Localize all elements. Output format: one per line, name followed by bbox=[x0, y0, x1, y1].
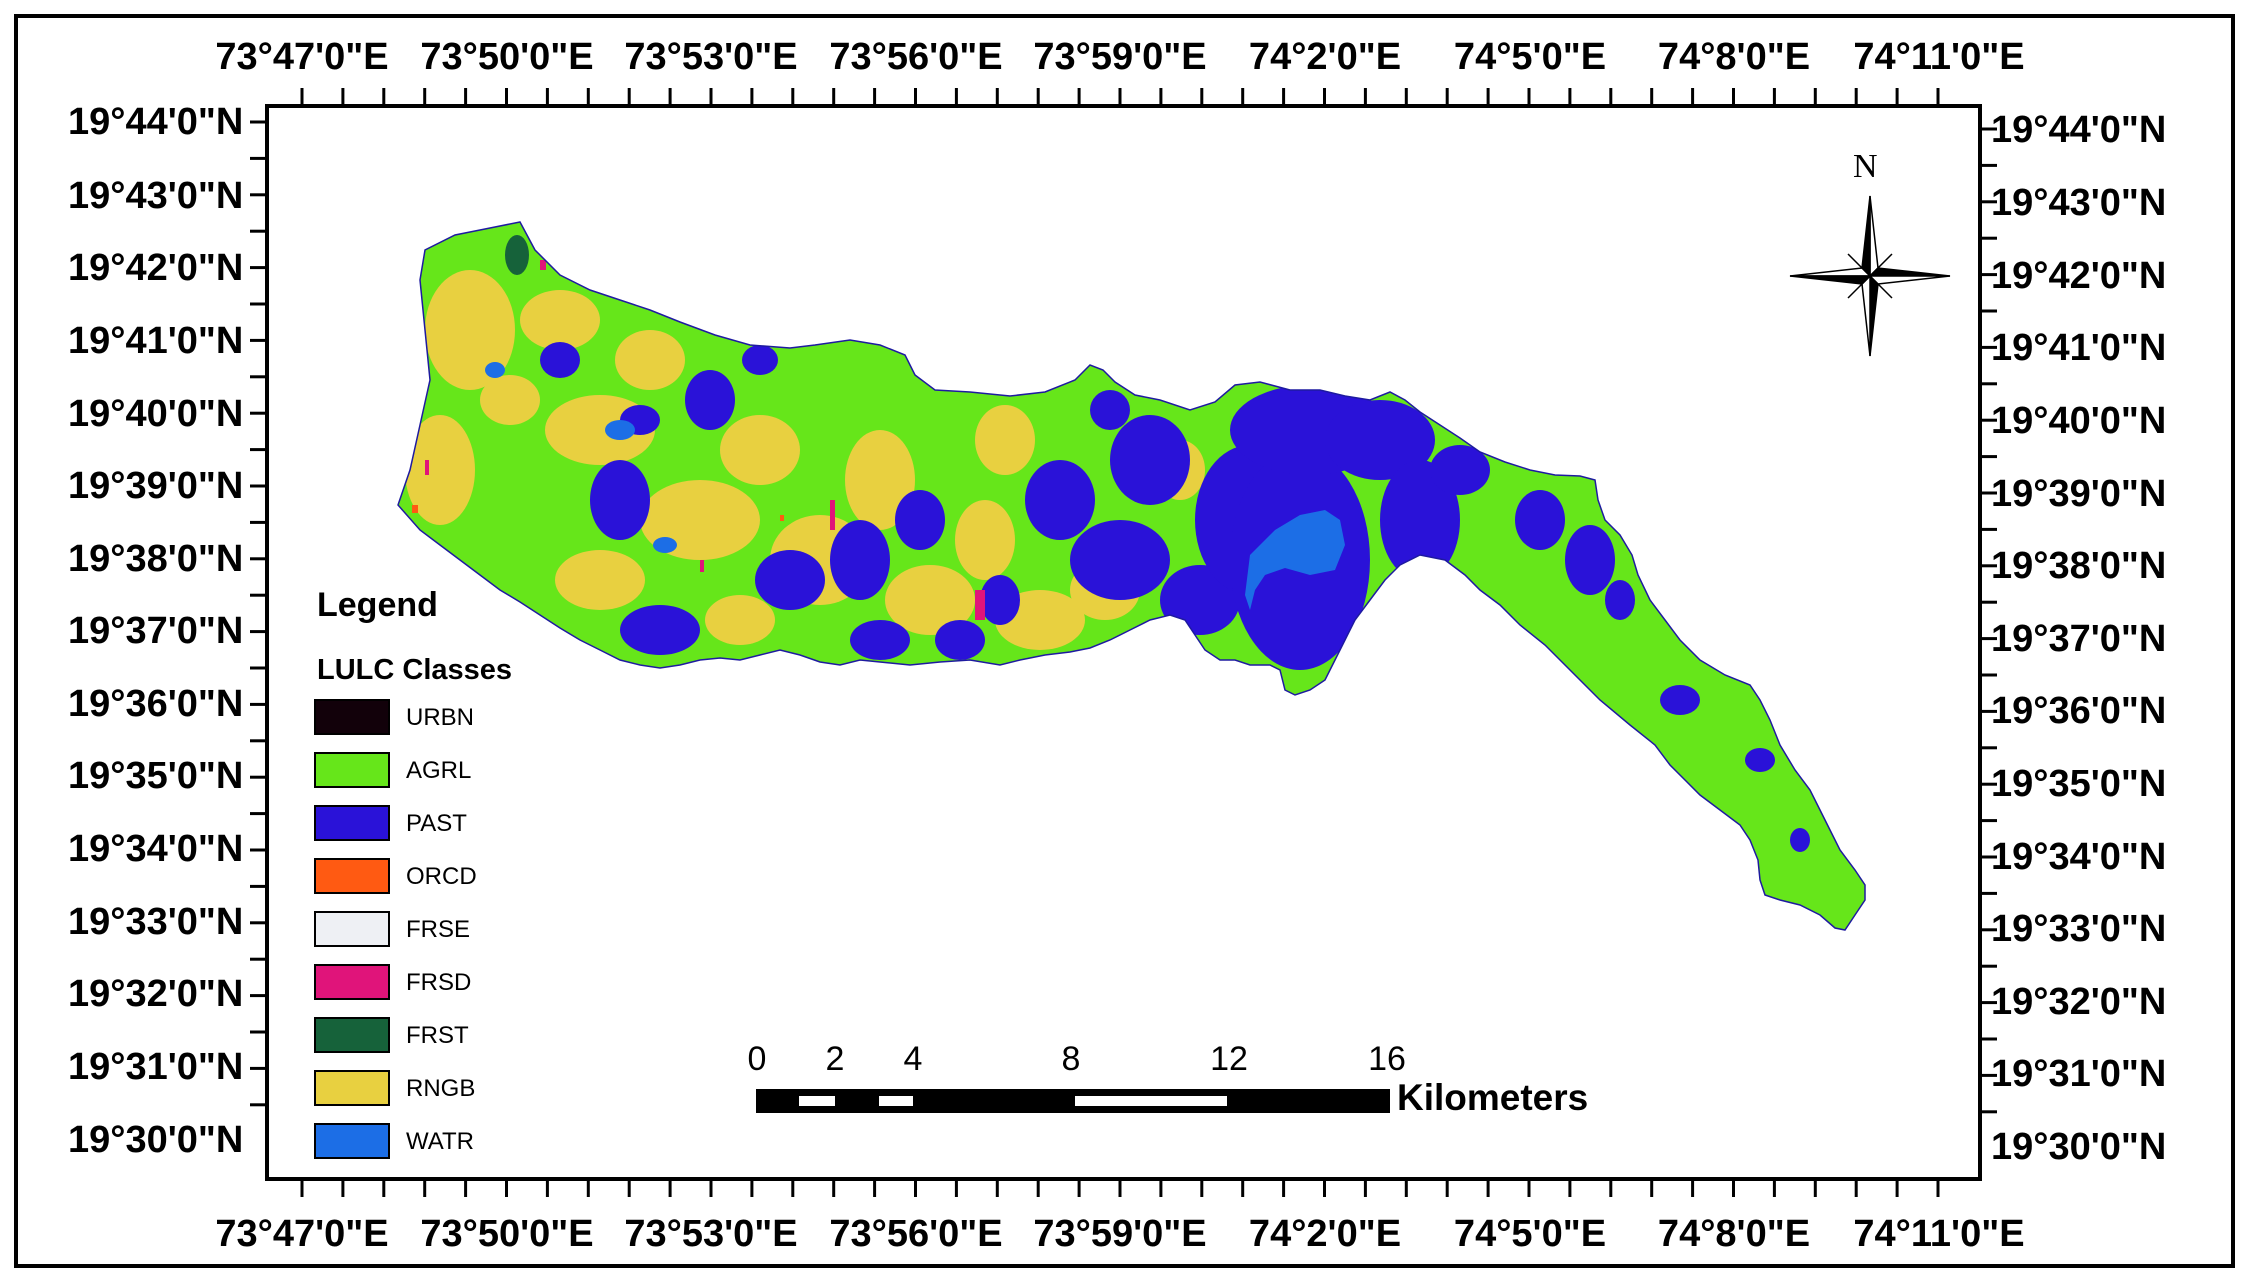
north-label: N bbox=[1853, 148, 1878, 185]
legend-label: PAST bbox=[406, 810, 467, 837]
scale-tick-label: 12 bbox=[1210, 1040, 1248, 1078]
scale-tick-label: 0 bbox=[747, 1040, 767, 1078]
legend-label: FRSE bbox=[406, 916, 471, 943]
longitude-label: 73°53'0"E bbox=[624, 1213, 798, 1255]
latitude-label: 19°40'0"N bbox=[68, 393, 244, 435]
latitude-label: 19°32'0"N bbox=[1991, 981, 2167, 1023]
latitude-label: 19°33'0"N bbox=[1991, 908, 2167, 950]
longitude-label: 74°2'0"E bbox=[1248, 1213, 1402, 1255]
longitude-label: 73°56'0"E bbox=[829, 36, 1003, 78]
latitude-label: 19°35'0"N bbox=[1991, 763, 2167, 805]
past-patches bbox=[540, 342, 1810, 852]
latitude-label: 19°30'0"N bbox=[68, 1119, 244, 1161]
longitude-label: 73°56'0"E bbox=[829, 1213, 1003, 1255]
longitude-label: 74°8'0"E bbox=[1657, 36, 1811, 78]
frst-patch bbox=[505, 235, 529, 275]
latitude-label: 19°37'0"N bbox=[1991, 618, 2167, 660]
legend-label: ORCD bbox=[406, 863, 477, 890]
longitude-label: 73°47'0"E bbox=[215, 36, 389, 78]
longitude-label: 74°5'0"E bbox=[1453, 36, 1607, 78]
latitude-label: 19°36'0"N bbox=[68, 683, 244, 725]
latitude-label: 19°34'0"N bbox=[1991, 836, 2167, 878]
longitude-label: 74°8'0"E bbox=[1657, 1213, 1811, 1255]
legend-swatch bbox=[314, 805, 390, 841]
longitude-label: 73°47'0"E bbox=[215, 1213, 389, 1255]
latitude-label: 19°38'0"N bbox=[1991, 545, 2167, 587]
longitude-label: 73°59'0"E bbox=[1033, 36, 1207, 78]
latitude-label: 19°44'0"N bbox=[1991, 109, 2167, 151]
legend-swatch bbox=[314, 699, 390, 735]
latitude-label: 19°42'0"N bbox=[68, 247, 244, 289]
latitude-label: 19°35'0"N bbox=[68, 755, 244, 797]
latitude-label: 19°42'0"N bbox=[1991, 255, 2167, 297]
longitude-label: 74°2'0"E bbox=[1248, 36, 1402, 78]
latitude-label: 19°40'0"N bbox=[1991, 400, 2167, 442]
longitude-label: 74°11'0"E bbox=[1853, 1213, 2025, 1255]
latitude-label: 19°44'0"N bbox=[68, 101, 244, 143]
latitude-label: 19°30'0"N bbox=[1991, 1126, 2167, 1168]
latitude-label: 19°31'0"N bbox=[68, 1046, 244, 1088]
legend-label: URBN bbox=[406, 704, 475, 731]
legend-label: AGRL bbox=[406, 757, 472, 784]
legend-swatch bbox=[314, 858, 390, 894]
latitude-label: 19°32'0"N bbox=[68, 973, 244, 1015]
latitude-label: 19°37'0"N bbox=[68, 610, 244, 652]
latitude-label: 19°41'0"N bbox=[68, 320, 244, 362]
latitude-label: 19°39'0"N bbox=[1991, 473, 2167, 515]
frsd-patches bbox=[425, 260, 985, 620]
legend-label: FRST bbox=[406, 1022, 469, 1049]
legend-label: FRSD bbox=[406, 969, 472, 996]
legend-subtitle: LULC Classes bbox=[317, 654, 513, 686]
orcd-patches bbox=[412, 505, 784, 521]
outer-frame bbox=[14, 14, 2235, 1268]
latitude-label: 19°41'0"N bbox=[1991, 327, 2167, 369]
longitude-label: 73°53'0"E bbox=[624, 36, 798, 78]
scale-unit: Kilometers bbox=[1397, 1077, 1589, 1118]
scale-tick-label: 2 bbox=[825, 1040, 845, 1078]
legend-label: WATR bbox=[406, 1128, 474, 1155]
scale-tick-label: 8 bbox=[1061, 1040, 1081, 1078]
latitude-label: 19°31'0"N bbox=[1991, 1053, 2167, 1095]
legend-title: Legend bbox=[317, 586, 438, 624]
longitude-label: 74°5'0"E bbox=[1453, 1213, 1607, 1255]
legend-swatch bbox=[314, 1017, 390, 1053]
scale-tick-label: 16 bbox=[1368, 1040, 1406, 1078]
scale-tick-label: 4 bbox=[903, 1040, 923, 1078]
longitude-label: 73°50'0"E bbox=[420, 36, 594, 78]
legend-swatch bbox=[314, 752, 390, 788]
legend-swatch bbox=[314, 1123, 390, 1159]
longitude-label: 73°50'0"E bbox=[420, 1213, 594, 1255]
legend-swatch bbox=[314, 964, 390, 1000]
legend-swatch bbox=[314, 911, 390, 947]
latitude-label: 19°39'0"N bbox=[68, 465, 244, 507]
latitude-label: 19°33'0"N bbox=[68, 901, 244, 943]
longitude-label: 74°11'0"E bbox=[1853, 36, 2025, 78]
legend-swatch bbox=[314, 1070, 390, 1106]
latitude-label: 19°43'0"N bbox=[68, 175, 244, 217]
latitude-label: 19°36'0"N bbox=[1991, 690, 2167, 732]
latitude-label: 19°43'0"N bbox=[1991, 182, 2167, 224]
latitude-label: 19°34'0"N bbox=[68, 828, 244, 870]
longitude-label: 73°59'0"E bbox=[1033, 1213, 1207, 1255]
watr-patches bbox=[485, 362, 1345, 610]
latitude-label: 19°38'0"N bbox=[68, 538, 244, 580]
legend-label: RNGB bbox=[406, 1075, 476, 1102]
